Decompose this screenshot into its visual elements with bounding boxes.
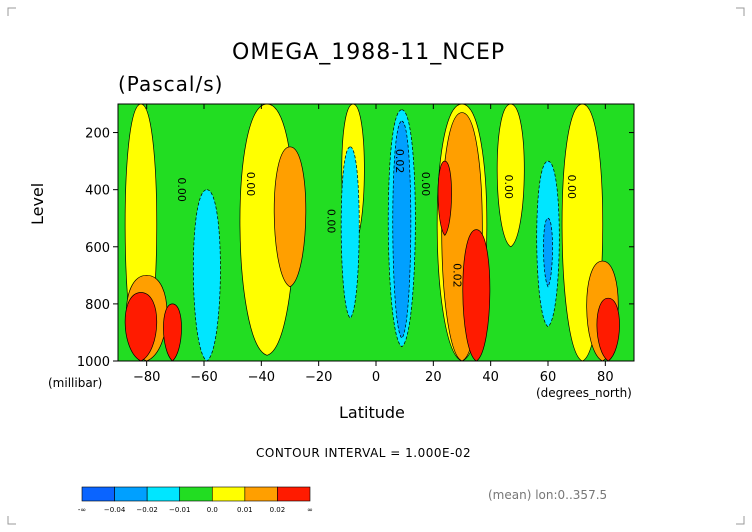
region-neg-s1 <box>192 189 221 361</box>
contour-label: 0.00 <box>502 175 515 200</box>
footnote: (mean) lon:0..357.5 <box>488 488 608 502</box>
contour-label: 0.00 <box>565 175 578 200</box>
y-tick-label: 600 <box>85 241 110 256</box>
y-tick-label: 800 <box>85 298 110 313</box>
y-axis-label: Level <box>28 182 47 225</box>
x-tick-label: 20 <box>425 370 442 385</box>
colorbar-label: ∞ <box>307 506 313 514</box>
region-blue-tropic <box>392 120 412 339</box>
x-tick-label: 0 <box>372 370 380 385</box>
colorbar-label: -∞ <box>78 506 86 514</box>
contour-interval-note: CONTOUR INTERVAL = 1.000E-02 <box>256 446 472 460</box>
region-red-sw2 <box>163 303 182 361</box>
contour-label: 0.00 <box>324 209 337 234</box>
colorbar-label: −0.04 <box>104 506 126 514</box>
y-axis-unit: (millibar) <box>48 376 103 390</box>
contour-label: 0.00 <box>175 177 188 202</box>
colorbar-swatch <box>179 486 213 502</box>
region-neg-s2 <box>340 146 360 319</box>
colorbar-swatch <box>277 486 311 502</box>
region-pos-n1 <box>496 104 525 248</box>
x-axis-unit: (degrees_north) <box>536 386 632 400</box>
colorbar-label: −0.02 <box>136 506 157 514</box>
chart-units: (Pascal/s) <box>118 72 224 96</box>
colorbar-swatch <box>244 486 278 502</box>
x-axis-label: Latitude <box>339 403 405 422</box>
y-tick-label: 400 <box>85 184 110 199</box>
region-red-sw <box>124 292 158 361</box>
contour-label: 0.02 <box>450 263 463 288</box>
colorbar-swatch <box>114 486 148 502</box>
contour-label: 0.00 <box>419 172 432 197</box>
region-orange-midlat-s <box>273 146 307 288</box>
colorbar-label: 0.0 <box>207 506 218 514</box>
colorbar-label: 0.01 <box>237 506 253 514</box>
contour-label: 0.00 <box>244 172 257 197</box>
x-tick-label: −80 <box>133 370 160 385</box>
x-tick-label: 40 <box>482 370 499 385</box>
colorbar-label: 0.02 <box>270 506 286 514</box>
colorbar-swatch <box>81 486 115 502</box>
colorbar-swatch <box>211 486 246 502</box>
colorbar-label: −0.01 <box>169 506 190 514</box>
chart-title: OMEGA_1988-11_NCEP <box>232 40 506 65</box>
region-blue-n <box>543 217 553 288</box>
region-red-upper-n <box>437 160 452 236</box>
x-tick-label: −60 <box>190 370 217 385</box>
x-tick-label: 60 <box>540 370 557 385</box>
x-tick-label: −20 <box>305 370 332 385</box>
x-tick-label: 80 <box>597 370 614 385</box>
region-red-n2 <box>596 297 620 361</box>
page-corner-marks <box>7 7 745 525</box>
region-red-tropic-n <box>462 229 491 361</box>
colorbar-swatch <box>146 486 181 502</box>
y-tick-label: 1000 <box>77 355 110 370</box>
y-tick-label: 200 <box>85 127 110 142</box>
x-tick-label: −40 <box>248 370 275 385</box>
contour-label: 0.02 <box>393 149 406 174</box>
